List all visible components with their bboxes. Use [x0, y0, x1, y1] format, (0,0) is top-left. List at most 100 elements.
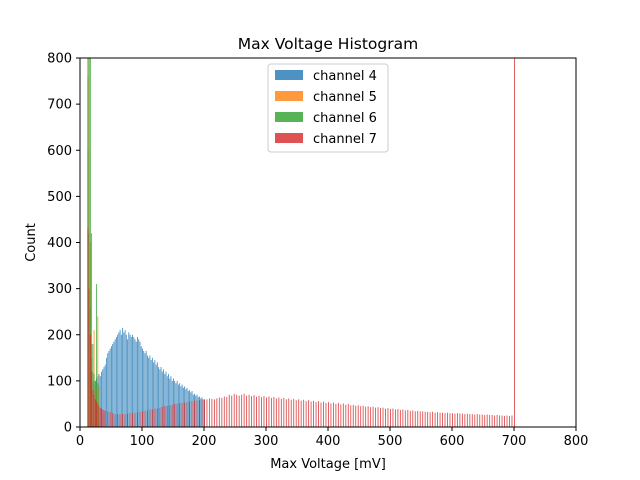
bar: [414, 411, 416, 427]
bar: [320, 402, 322, 427]
bar: [113, 341, 115, 427]
bar: [325, 403, 327, 427]
bar: [340, 404, 342, 427]
bar: [233, 393, 235, 427]
bar: [392, 408, 394, 427]
legend-label: channel 5: [313, 90, 377, 105]
bar: [350, 405, 352, 427]
y-tick-label: 600: [47, 144, 72, 159]
bar: [142, 411, 143, 427]
bar: [124, 330, 126, 427]
bar: [218, 397, 220, 427]
bar: [323, 401, 324, 427]
legend-box: [267, 63, 389, 153]
bar: [137, 337, 138, 427]
bar: [310, 401, 312, 427]
bar: [419, 411, 421, 427]
bar: [104, 364, 106, 427]
bar: [169, 405, 171, 427]
bar: [246, 395, 248, 427]
bar: [149, 409, 151, 427]
bar: [119, 414, 121, 427]
bar: [124, 414, 126, 427]
bar: [266, 397, 267, 427]
bar: [412, 410, 414, 427]
bar: [91, 233, 93, 427]
bar: [144, 410, 146, 427]
bar: [347, 403, 349, 427]
bar: [104, 410, 106, 427]
bar: [194, 400, 195, 427]
bar: [146, 355, 148, 427]
bar: [139, 411, 141, 427]
bar: [228, 394, 230, 427]
bar: [422, 411, 424, 427]
bar: [489, 415, 491, 427]
bar: [263, 396, 265, 427]
bar: [464, 414, 466, 427]
x-axis-title: Max Voltage [mV]: [270, 457, 386, 472]
bar: [140, 346, 142, 427]
bar: [256, 396, 257, 427]
bar: [132, 334, 133, 427]
bar: [380, 408, 381, 427]
bar: [313, 400, 315, 427]
bar: [352, 404, 354, 427]
bar: [471, 414, 473, 427]
bar: [504, 415, 505, 427]
x-tick-label: 0: [76, 434, 84, 449]
bar: [148, 357, 150, 427]
y-tick-label: 300: [47, 282, 72, 297]
bar: [514, 58, 515, 427]
bar: [511, 415, 513, 427]
bar: [176, 403, 178, 427]
bar: [117, 334, 119, 427]
bar: [499, 415, 501, 427]
bar: [146, 410, 148, 427]
bar: [109, 412, 111, 427]
bar: [111, 346, 112, 427]
bar: [156, 408, 158, 427]
bar: [190, 392, 192, 427]
bar: [168, 373, 169, 427]
bar: [185, 389, 187, 427]
bar: [177, 384, 179, 427]
bar: [204, 399, 205, 427]
bar: [125, 334, 127, 427]
bar: [91, 371, 93, 427]
bar: [160, 367, 162, 427]
bar: [112, 413, 114, 427]
bar: [399, 409, 401, 427]
x-tick-label: 700: [502, 434, 527, 449]
bar: [268, 396, 270, 427]
bar: [189, 401, 191, 427]
bar: [181, 403, 183, 427]
bar: [305, 401, 307, 427]
bar: [114, 339, 116, 427]
bar: [139, 341, 141, 427]
x-tick-label: 800: [564, 434, 589, 449]
bar: [119, 330, 121, 427]
bar: [432, 411, 434, 427]
bar: [103, 367, 105, 427]
bar: [243, 393, 245, 427]
bar: [253, 395, 255, 427]
bar: [397, 409, 399, 427]
bar: [99, 376, 101, 427]
bar: [251, 396, 253, 427]
bar: [98, 406, 100, 427]
bar: [409, 410, 411, 427]
bar: [196, 400, 198, 427]
bar: [328, 402, 329, 427]
bar: [87, 228, 89, 427]
y-tick-label: 0: [64, 421, 72, 436]
bar: [213, 399, 215, 427]
bar: [226, 397, 228, 427]
bar: [407, 409, 409, 427]
bar: [476, 414, 478, 427]
bar: [479, 414, 481, 427]
bar: [155, 364, 157, 427]
bar: [335, 403, 337, 427]
bar: [454, 413, 456, 427]
bar: [130, 337, 132, 427]
